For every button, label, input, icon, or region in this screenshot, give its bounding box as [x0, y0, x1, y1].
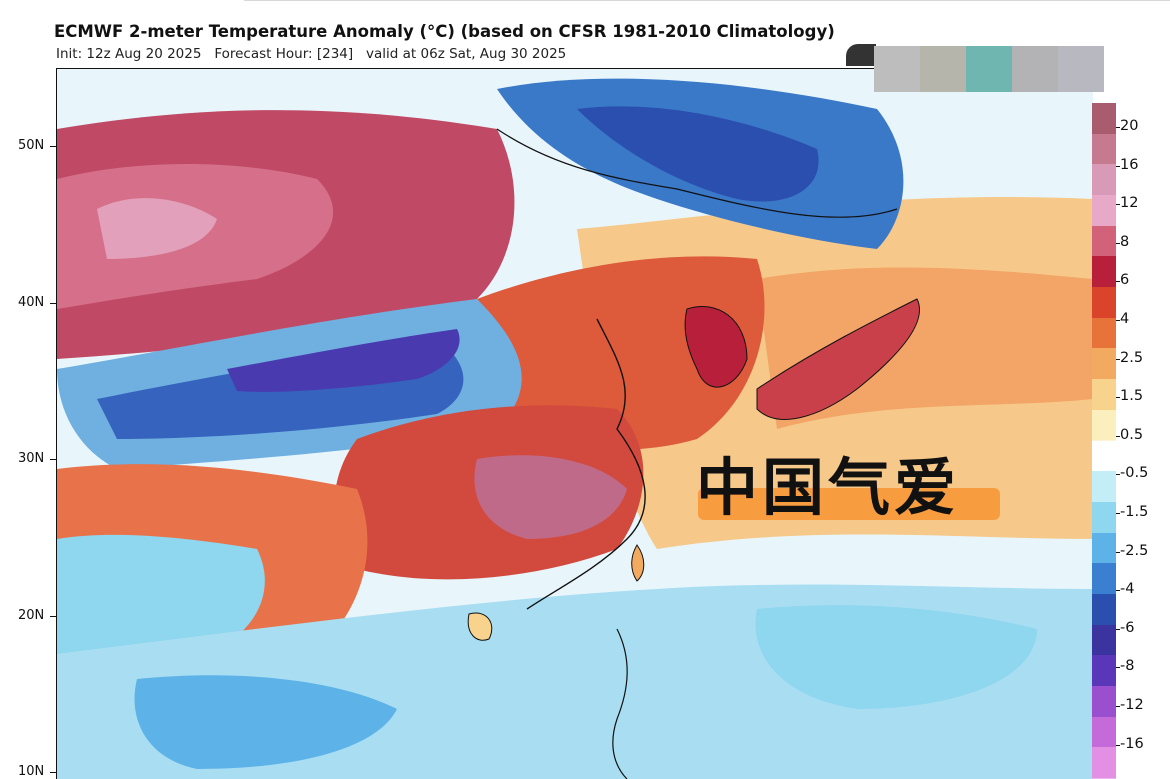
colorbar-cell: [1092, 317, 1116, 350]
blurred-strip-block: [966, 46, 1012, 92]
colorbar-label: 0.5: [1120, 426, 1144, 443]
latitude-tick-40n: [50, 303, 56, 304]
blurred-strip-block: [874, 46, 920, 92]
colorbar-tick: [1116, 127, 1120, 128]
latitude-tick-30n: [50, 459, 56, 460]
colorbar-cell: [1092, 379, 1116, 411]
latitude-tick-20n: [50, 616, 56, 617]
colorbar-tick: [1116, 551, 1120, 553]
colorbar-label: -1.5: [1120, 504, 1149, 520]
colorbar: [1092, 103, 1116, 779]
colorbar-cell: [1092, 563, 1116, 595]
colorbar-cell: [1092, 440, 1116, 473]
colorbar-tick: [1116, 281, 1120, 283]
colorbar-label: -0.5: [1120, 465, 1149, 482]
colorbar-tick: [1116, 204, 1120, 206]
colorbar-cell: [1092, 133, 1116, 166]
latitude-tick-10n: [50, 772, 56, 773]
latitude-label-30n: 30N: [18, 451, 45, 466]
colorbar-label: -16: [1120, 735, 1144, 752]
colorbar-cell: [1092, 655, 1116, 687]
colorbar-label: -4: [1120, 581, 1135, 598]
colorbar-tick: [1116, 320, 1120, 321]
top-border-line: [244, 0, 1170, 1]
colorbar-cell: [1092, 348, 1116, 381]
colorbar-cell: [1092, 195, 1116, 227]
colorbar-tick: [1116, 513, 1120, 514]
colorbar-tick: [1116, 397, 1120, 399]
colorbar-label: -2.5: [1120, 542, 1149, 559]
colorbar-label: 20: [1120, 118, 1139, 134]
colorbar-cell: [1092, 532, 1116, 565]
colorbar-label: 2.5: [1120, 349, 1144, 366]
colorbar-cell: [1092, 716, 1116, 749]
blurred-strip-block: [920, 46, 966, 92]
anomaly-map[interactable]: [56, 68, 1093, 779]
anomaly-map-graphic: [57, 69, 1093, 779]
watermark: 中国气爱: [696, 448, 1002, 524]
colorbar-cell: [1092, 225, 1116, 258]
colorbar-cell: [1092, 747, 1116, 779]
latitude-label-20n: 20N: [18, 608, 45, 623]
watermark-highlight: [698, 488, 1000, 520]
colorbar-cell: [1092, 471, 1116, 503]
colorbar-tick: [1116, 165, 1120, 167]
colorbar-label: 16: [1120, 156, 1139, 173]
colorbar-tick: [1116, 242, 1120, 244]
colorbar-tick: [1116, 474, 1120, 476]
colorbar-tick: [1116, 358, 1120, 360]
colorbar-label: 12: [1120, 195, 1139, 212]
colorbar-cell: [1092, 624, 1116, 657]
latitude-tick-50n: [50, 146, 56, 147]
colorbar-tick: [1116, 667, 1120, 669]
colorbar-tick: [1116, 590, 1120, 592]
colorbar-tick: [1116, 435, 1120, 437]
blurred-strip-block: [1012, 46, 1058, 92]
watermark-text: 中国气爱: [696, 451, 961, 524]
colorbar-cell: [1092, 501, 1116, 534]
latitude-label-40n: 40N: [18, 295, 45, 310]
colorbar-label: 4: [1120, 311, 1130, 327]
colorbar-cell: [1092, 256, 1116, 289]
colorbar-label: 1.5: [1120, 388, 1144, 405]
colorbar-label: 8: [1120, 233, 1130, 250]
chart-subtitle: Init: 12z Aug 20 2025 Forecast Hour: [23…: [56, 46, 567, 62]
colorbar-tick: [1116, 706, 1120, 707]
latitude-label-50n: 50N: [18, 138, 45, 153]
colorbar-tick: [1116, 744, 1120, 746]
colorbar-label: 6: [1120, 272, 1130, 289]
colorbar-label: -8: [1120, 658, 1135, 675]
colorbar-label: -6: [1120, 619, 1135, 636]
blurred-strip-block: [1058, 46, 1104, 92]
colorbar-cell: [1092, 685, 1116, 718]
colorbar-cell: [1092, 103, 1116, 135]
chart-title: ECMWF 2-meter Temperature Anomaly (°C) (…: [54, 22, 835, 41]
colorbar-cell: [1092, 164, 1116, 197]
colorbar-label: -12: [1120, 697, 1144, 713]
colorbar-tick: [1116, 628, 1120, 630]
colorbar-cell: [1092, 287, 1116, 319]
colorbar-cell: [1092, 593, 1116, 626]
corner-tab: [846, 44, 876, 66]
colorbar-cell: [1092, 409, 1116, 442]
latitude-label-10n: 10N: [18, 764, 45, 779]
